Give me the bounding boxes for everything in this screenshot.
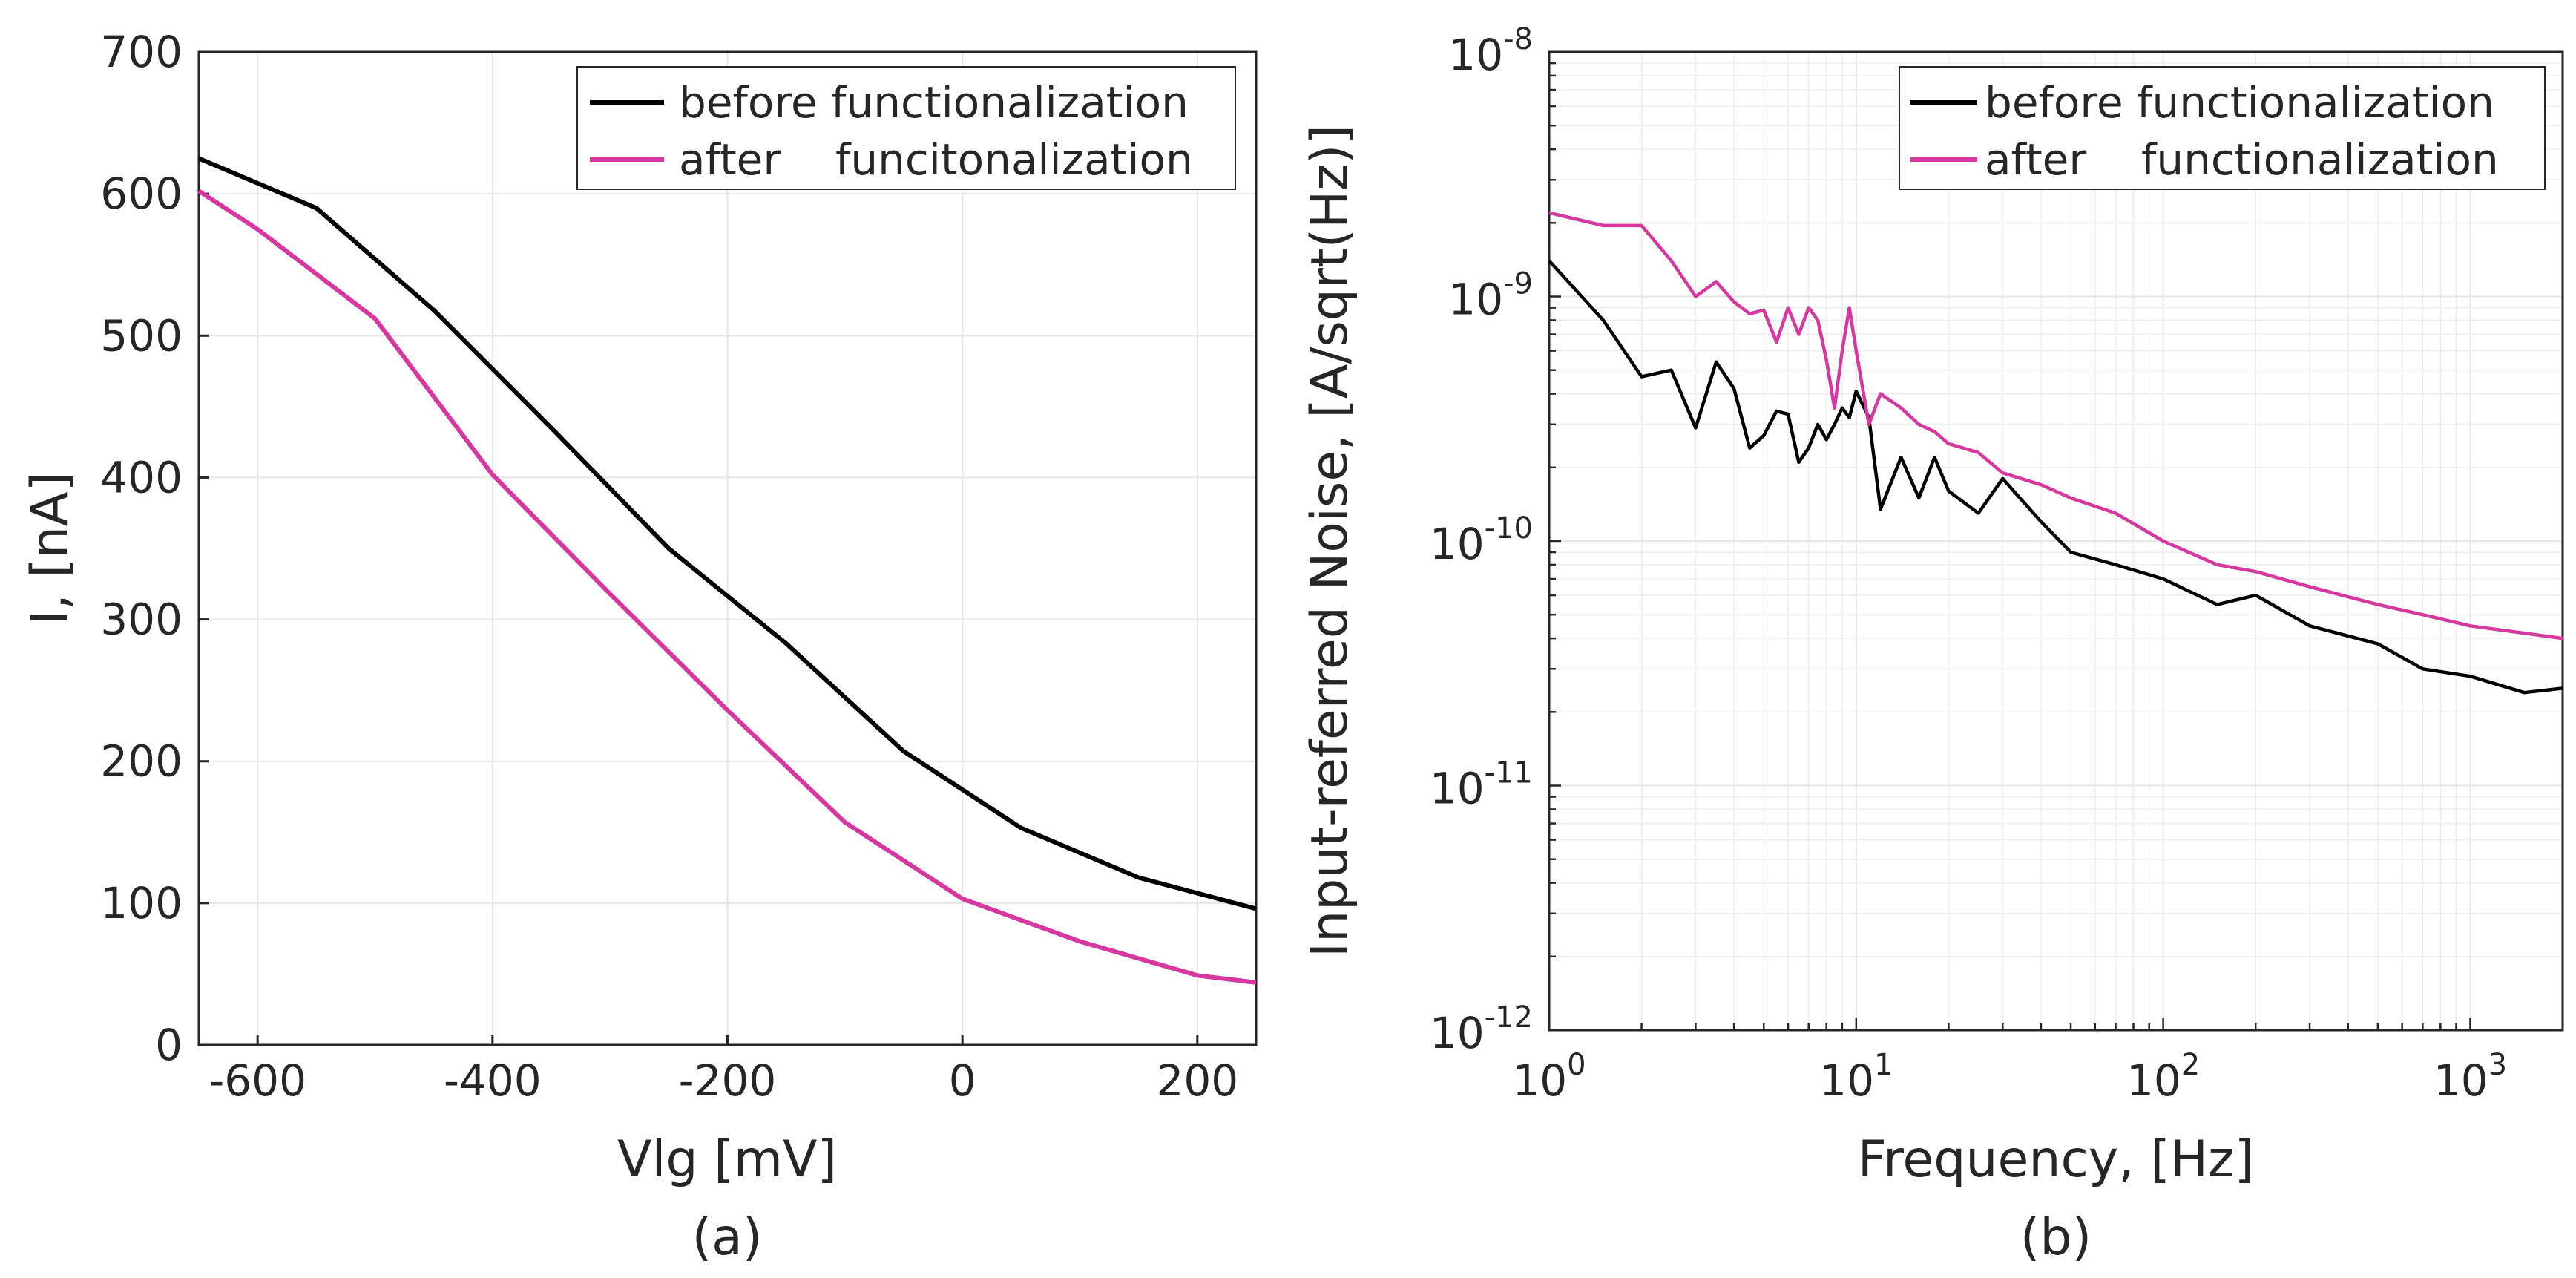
panel-b-x-tick-label: 101 <box>1819 1048 1893 1106</box>
panel-a-x-tick-label: 200 <box>1156 1055 1238 1106</box>
panel-a-y-tick-label: 400 <box>100 452 183 502</box>
panel-b-x-axis-label: Frequency, [Hz] <box>1858 1130 2254 1189</box>
panel-a-legend-label-after: after funcitonalization <box>679 134 1193 185</box>
panel-a-caption: (a) <box>692 1208 763 1267</box>
panel-a-y-tick-label: 0 <box>155 1020 183 1070</box>
panel-b-legend-label-before: before functionalization <box>1985 77 2494 128</box>
panel-a-y-tick-label: 300 <box>100 594 183 645</box>
panel-b-legend-label-after: after functionalization <box>1985 134 2499 185</box>
panel-b-series <box>1548 211 2563 695</box>
panel-b-legend-box <box>1899 66 2546 190</box>
panel-b-y-tick-label: 10-11 <box>1430 756 1533 814</box>
panel-b-y-tick-label: 10-9 <box>1448 267 1533 325</box>
panel-a-series-line-after <box>197 189 1257 985</box>
panel-a-series-line-before <box>197 156 1257 911</box>
panel-b-y-axis-label: Input-referred Noise, [A/sqrt(Hz)] <box>1301 125 1359 957</box>
panel-a-y-tick-label: 500 <box>100 310 183 361</box>
panel-a-x-tick-label: -400 <box>444 1055 542 1106</box>
panel-a-y-tick-label: 100 <box>100 878 183 928</box>
panel-b-legend: before functionalization after functiona… <box>1899 66 2546 190</box>
panel-b-x-tick-label: 103 <box>2434 1048 2507 1106</box>
panel-b-noise-chart: 100 101 102 103 10-12 10-11 10-10 10-9 10-8 Freq… <box>1301 22 2564 1267</box>
panel-a-x-tick-label: -600 <box>208 1055 306 1106</box>
panel-a-y-tick-label: 200 <box>100 736 183 787</box>
panel-a-ticks: -600 -400 -200 0 200 0 100 200 300 400 500 600 700 <box>100 27 1238 1106</box>
panel-a-legend: before functionalization after funcitona… <box>576 66 1236 190</box>
panel-b-x-tick-label: 100 <box>1512 1048 1586 1106</box>
panel-a-iv-chart: -600 -400 -200 0 200 0 100 200 300 400 500 600 700 V… <box>21 27 1258 1267</box>
panel-b-x-tick-label: 102 <box>2126 1048 2200 1106</box>
panel-a-series <box>197 156 1257 985</box>
panel-b-series-line-after <box>1548 211 2563 640</box>
panel-b-caption: (b) <box>2020 1208 2092 1267</box>
panel-a-legend-label-before: before functionalization <box>679 77 1189 128</box>
panel-b-ticks: 100 101 102 103 10-12 10-11 10-10 10-9 10-8 <box>1430 22 2564 1106</box>
panel-a-x-tick-label: -200 <box>679 1055 777 1106</box>
panel-a-y-tick-label: 600 <box>100 168 183 219</box>
panel-b-y-tick-label: 10-8 <box>1448 22 1533 80</box>
panel-a-x-axis-label: Vlg [mV] <box>617 1130 837 1189</box>
panel-b-y-tick-label: 10-12 <box>1430 1000 1533 1058</box>
panel-a-legend-box <box>576 66 1236 190</box>
panel-a-x-tick-label: 0 <box>949 1055 976 1106</box>
panel-b-y-tick-label: 10-10 <box>1430 511 1533 569</box>
panel-a-y-axis-label: I, [nA] <box>21 472 79 625</box>
panel-a-y-tick-label: 700 <box>100 27 183 77</box>
